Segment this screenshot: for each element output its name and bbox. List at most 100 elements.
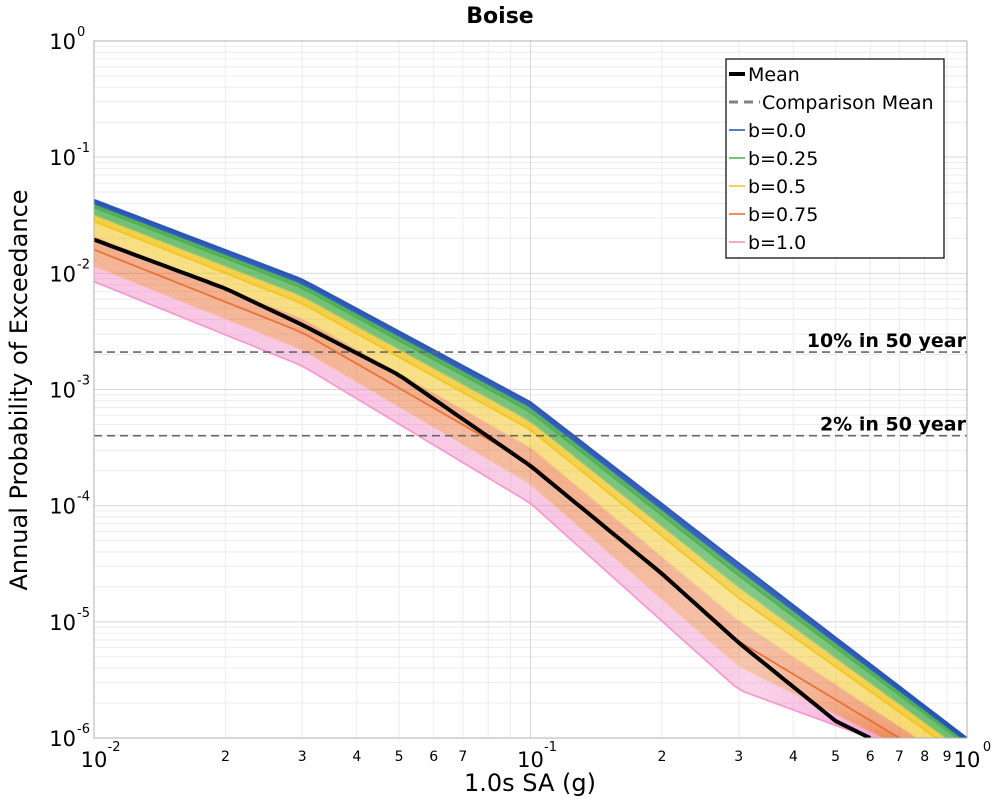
branch-curve [94,277,874,738]
branch-curve [94,204,960,738]
x-axis-label: 1.0s SA (g) [464,769,596,797]
x-minor-tick-label: 5 [831,749,840,765]
series-line-b=1.0 [94,280,871,738]
y-tick-exponent: -5 [77,606,90,621]
y-tick-exponent: -1 [77,141,90,156]
reference-lines: 10% in 50 year 2% in 50 year [94,330,967,437]
y-tick-label: 10 [49,727,76,751]
curve-band [94,198,967,738]
branch-curve [94,215,945,738]
x-minor-tick-label: 7 [895,749,904,765]
branch-curve [94,202,963,738]
branch-curve [94,243,907,738]
branch-curve [94,214,946,738]
branch-curve [94,233,921,738]
x-tick-label: 10 [81,748,108,772]
y-tick-label: 10 [49,30,76,54]
x-minor-tick-label: 6 [429,749,438,765]
y-tick-exponent: -2 [77,257,90,272]
branch-curve [94,267,883,738]
x-minor-tick-label: 3 [298,749,307,765]
legend-label: Mean [748,64,800,86]
legend-box [725,58,945,259]
branch-curve [94,212,949,738]
branch-curve [94,231,922,738]
branch-curve [94,224,932,738]
branch-curve [94,268,882,738]
branch-curve [94,222,934,738]
y-tick-exponent: -4 [77,490,90,505]
x-tick-exponent: -1 [544,740,557,755]
branch-curve [94,213,948,738]
chart-title: Boise [466,4,533,29]
branch-curve [94,257,892,738]
branch-curve [94,204,961,738]
x-minor-tick-label: 8 [920,749,929,765]
mean-curve-layer [94,237,872,738]
branch-curve [94,203,962,738]
y-tick-label: 10 [49,611,76,635]
branch-curve [94,209,954,738]
branch-curve [94,242,909,738]
legend-label: b=0.75 [748,204,818,226]
branch-curve [94,276,875,738]
branch-curve [94,202,964,738]
legend-label: b=0.25 [748,148,818,170]
series-line-b=0.0 [94,198,967,738]
branch-curve [94,217,942,738]
branch-curve [94,216,943,738]
y-axis-label: Annual Probability of Exceedance [5,189,33,590]
branch-curve [94,225,931,738]
branch-curve [94,211,951,738]
legend: Mean Comparison Mean b=0.0 b=0.25 b=0.5 b=0.7… [725,58,945,259]
branch-curve [94,244,905,738]
branch-curve [94,229,926,738]
branch-curve [94,230,924,738]
branch-curve [94,200,966,738]
x-minor-tick-label: 5 [395,749,404,765]
series-line-mean [94,237,872,738]
x-minor-tick-label: 6 [866,749,875,765]
x-minor-tick-label: 4 [352,749,361,765]
x-minor-tick-label: 3 [734,749,743,765]
x-minor-tick-label: 9 [943,749,952,765]
legend-label: b=0.5 [748,176,806,198]
x-tick-label: 10 [517,748,544,772]
branch-curve [94,258,891,738]
x-tick-label: 10 [954,748,981,772]
x-tick-exponent: -2 [108,740,121,755]
branch-curve [94,204,961,738]
branch-curve [94,201,965,738]
y-tick-label: 10 [49,379,76,403]
branch-curve [94,273,878,738]
branch-curve [94,203,962,738]
branch-curve [94,274,876,738]
branch-curve [94,279,872,738]
branch-curve [94,199,967,738]
branch-curves [94,198,967,738]
y-tick-exponent: 0 [77,25,85,40]
branch-curve [94,201,964,738]
y-tick-exponent: -6 [77,722,90,737]
branch-curve [94,250,899,738]
branch-curve [94,240,910,738]
x-minor-tick-label: 2 [221,749,230,765]
branch-curve [94,239,912,738]
series-line-b=0.5 [94,220,937,738]
branch-curve [94,217,941,738]
branch-curve [94,270,880,738]
reference-line-label: 10% in 50 year [807,330,967,352]
y-tick-label: 10 [49,495,76,519]
y-tick-label: 10 [49,262,76,286]
branch-curve [94,200,966,738]
branch-curve [94,263,887,738]
branch-curve [94,265,884,738]
x-minor-tick-label: 4 [789,749,798,765]
branch-curve [94,218,940,738]
branch-curve [94,210,952,738]
branch-curve [94,271,879,738]
legend-label: Comparison Mean [762,92,934,114]
